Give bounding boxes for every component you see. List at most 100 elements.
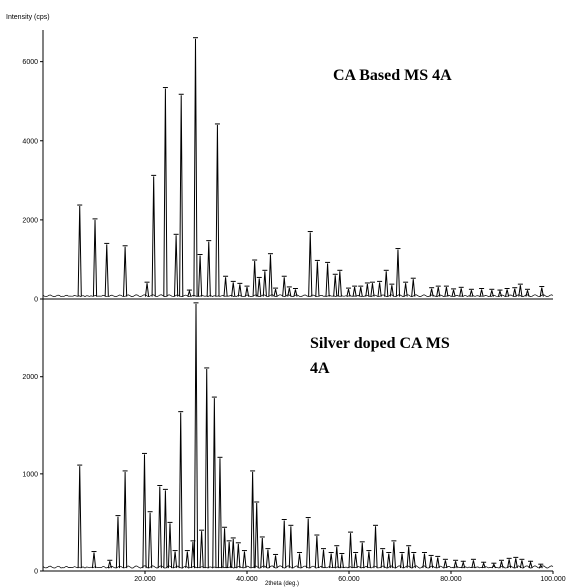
diffraction-peak bbox=[453, 561, 458, 569]
diffraction-peak bbox=[489, 290, 494, 297]
diffraction-peak bbox=[227, 541, 232, 569]
diffraction-peak bbox=[273, 555, 278, 569]
diffraction-peak bbox=[297, 553, 302, 569]
diffraction-peak bbox=[172, 551, 178, 569]
diffraction-peak bbox=[144, 283, 150, 297]
bottom-panel-pattern bbox=[42, 302, 554, 569]
diffraction-peak bbox=[260, 537, 265, 569]
diffraction-peak bbox=[231, 282, 236, 297]
diffraction-peak bbox=[148, 512, 153, 569]
diffraction-peak bbox=[206, 241, 211, 297]
diffraction-peak bbox=[366, 551, 371, 569]
diffraction-peak bbox=[525, 290, 530, 297]
diffraction-peak bbox=[273, 289, 278, 297]
diffraction-peak bbox=[293, 289, 298, 297]
y-tick-label: 1000 bbox=[22, 471, 38, 478]
top-panel: 0 2000 4000 6000 CA Based MS 4A bbox=[22, 30, 554, 304]
y-tick-label: 0 bbox=[34, 297, 38, 304]
diffraction-peak bbox=[339, 554, 344, 569]
diffraction-peak bbox=[197, 255, 203, 297]
diffraction-peak bbox=[250, 471, 255, 569]
diffraction-peak bbox=[157, 486, 162, 569]
diffraction-peak bbox=[333, 275, 338, 297]
y-tick-label: 6000 bbox=[22, 59, 38, 66]
diffraction-peak bbox=[282, 520, 287, 569]
diffraction-peak bbox=[163, 88, 168, 297]
y-axis-label: Intensity (cps) bbox=[6, 14, 50, 21]
bottom-panel: 0 1000 2000 20.000 40.000 60.000 80.000 100.00… bbox=[22, 299, 566, 583]
diffraction-peak bbox=[513, 558, 518, 569]
diffraction-peak bbox=[429, 556, 434, 569]
diffraction-peak bbox=[204, 368, 209, 569]
diffraction-peak bbox=[505, 289, 510, 297]
diffraction-peak bbox=[199, 531, 204, 569]
diffraction-peak bbox=[389, 285, 394, 297]
diffraction-peak bbox=[115, 516, 121, 569]
x-tick-label: 100.000 bbox=[540, 576, 565, 583]
diffraction-peak bbox=[187, 289, 192, 297]
diffraction-peak bbox=[365, 283, 370, 297]
bottom-panel-x-ticks: 20.000 40.000 60.000 80.000 100.000 bbox=[134, 571, 566, 583]
diffraction-peak bbox=[92, 219, 98, 297]
diffraction-peak bbox=[167, 523, 173, 569]
diffraction-peak bbox=[142, 454, 147, 569]
diffraction-peak bbox=[236, 543, 241, 569]
x-tick-label: 40.000 bbox=[236, 576, 258, 583]
diffraction-peak bbox=[329, 553, 334, 569]
diffraction-peak bbox=[77, 466, 82, 569]
diffraction-peak bbox=[91, 552, 97, 569]
diffraction-peak bbox=[539, 287, 544, 297]
diffraction-peak bbox=[268, 254, 273, 297]
top-panel-y-ticks: 0 2000 4000 6000 bbox=[22, 59, 43, 304]
diffraction-peak bbox=[459, 288, 464, 297]
bottom-sample-label-line-1: Silver doped CA MS bbox=[310, 335, 450, 352]
x-tick-label: 80.000 bbox=[440, 576, 462, 583]
diffraction-peak bbox=[325, 263, 330, 297]
diffraction-peak bbox=[315, 261, 320, 297]
diffraction-peak bbox=[444, 287, 449, 297]
top-sample-label: CA Based MS 4A bbox=[333, 67, 452, 84]
diffraction-peak bbox=[287, 287, 292, 297]
diffraction-peak bbox=[223, 277, 228, 297]
diffraction-peak bbox=[185, 551, 190, 569]
diffraction-peak bbox=[242, 551, 247, 569]
diffraction-peak bbox=[163, 490, 168, 569]
diffraction-peak bbox=[358, 287, 363, 297]
y-tick-label: 2000 bbox=[22, 217, 38, 224]
diffraction-peak bbox=[334, 546, 339, 569]
diffraction-peak bbox=[443, 560, 448, 569]
diffraction-peak bbox=[265, 549, 271, 569]
diffraction-peak bbox=[178, 412, 183, 569]
diffraction-peak bbox=[518, 285, 523, 297]
diffraction-peak bbox=[360, 542, 365, 569]
diffraction-peak bbox=[179, 95, 184, 297]
diffraction-peak bbox=[231, 538, 236, 569]
bottom-panel-y-ticks: 0 1000 2000 bbox=[22, 374, 43, 576]
diffraction-peak bbox=[370, 283, 375, 297]
diffraction-peak bbox=[308, 232, 313, 297]
diffraction-peak bbox=[353, 553, 358, 569]
diffraction-peak bbox=[538, 564, 543, 569]
diffraction-peak bbox=[237, 284, 242, 297]
diffraction-peak bbox=[123, 246, 128, 297]
diffraction-peak bbox=[352, 287, 357, 297]
diffraction-peak bbox=[222, 528, 227, 569]
y-tick-label: 0 bbox=[34, 569, 38, 576]
diffraction-peak bbox=[77, 206, 82, 297]
diffraction-peak bbox=[212, 398, 217, 569]
diffraction-peak bbox=[499, 561, 504, 569]
diffraction-peak bbox=[411, 553, 416, 569]
background-trace bbox=[42, 294, 554, 298]
diffraction-peak bbox=[469, 290, 474, 297]
diffraction-peak bbox=[373, 526, 378, 569]
diffraction-peak bbox=[282, 277, 287, 297]
diffraction-peak bbox=[262, 271, 267, 297]
diffraction-peak bbox=[252, 261, 257, 297]
diffraction-peak bbox=[403, 283, 408, 297]
diffraction-peak bbox=[479, 289, 484, 297]
diffraction-peak bbox=[107, 561, 112, 569]
diffraction-peak bbox=[380, 549, 385, 569]
diffraction-peak bbox=[399, 553, 405, 569]
diffraction-peak bbox=[429, 288, 434, 297]
